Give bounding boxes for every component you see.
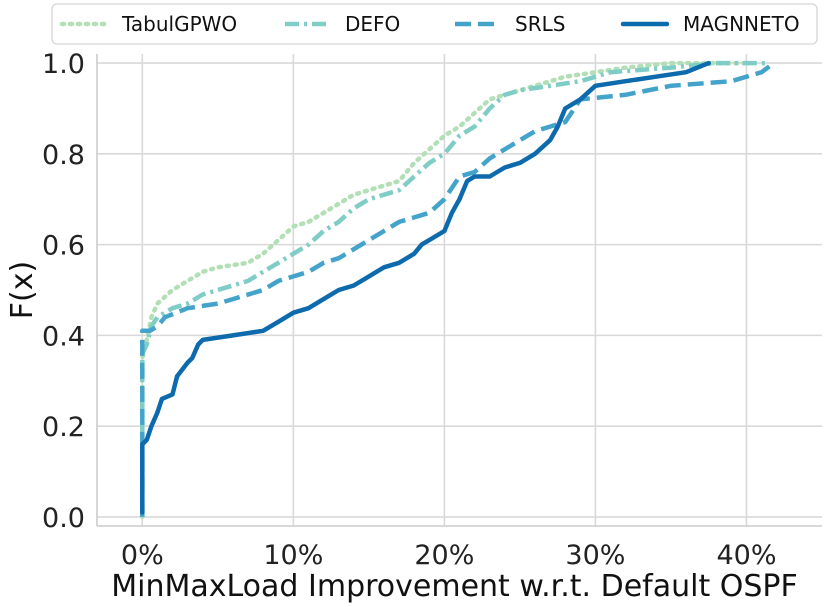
y-tick-label: 0.0 [42, 503, 85, 534]
y-tick-label: 1.0 [42, 49, 85, 80]
x-tick-label: 0% [121, 540, 164, 571]
series-line-magnneto [140, 60, 711, 515]
y-axis-label: F(x) [5, 261, 40, 319]
y-tick-label: 0.2 [42, 412, 85, 443]
y-tick-label: 0.8 [42, 140, 85, 171]
x-axis-label: MinMaxLoad Improvement w.r.t. Default OS… [111, 569, 798, 604]
legend-label: TabulGPWO [121, 12, 237, 36]
series-line-defo [140, 60, 770, 517]
x-tick-label: 20% [414, 540, 474, 571]
series-lines [140, 60, 776, 520]
axes: 0.0 0.2 0.4 0.6 0.8 1.0 0% 10% 20% 30% 40% [42, 49, 822, 571]
x-tick-label: 10% [263, 540, 323, 571]
legend: TabulGPWO DEFO SRLS MAGNNETO [51, 3, 818, 45]
legend-label: SRLS [515, 12, 565, 36]
legend-label: MAGNNETO [683, 12, 800, 36]
y-tick-label: 0.6 [42, 231, 85, 262]
x-tick-label: 30% [565, 540, 625, 571]
x-tick-label: 40% [716, 540, 776, 571]
legend-box [51, 3, 818, 45]
series-line-srls [140, 61, 776, 517]
legend-label: DEFO [345, 12, 400, 36]
y-tick-label: 0.4 [42, 321, 85, 352]
